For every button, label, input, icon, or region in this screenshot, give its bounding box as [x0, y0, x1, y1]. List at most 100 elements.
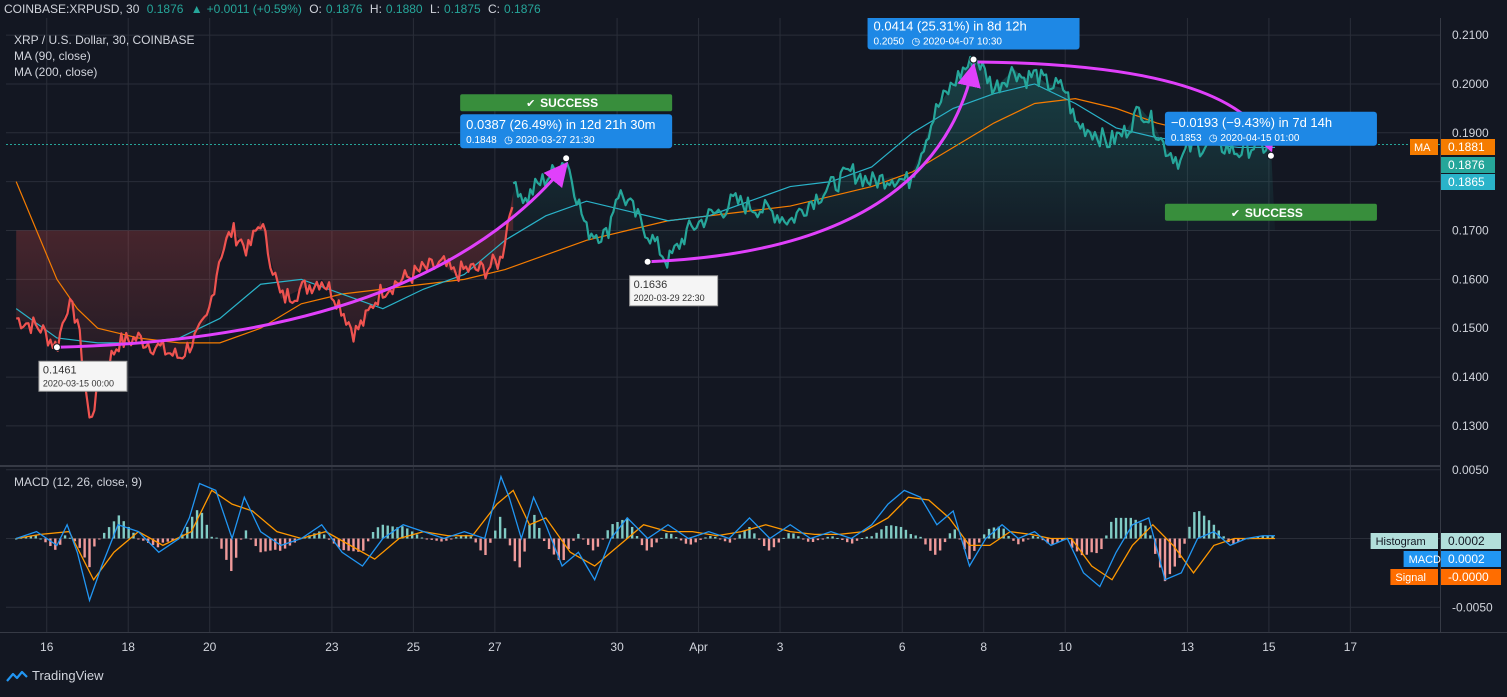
- measure-callout-price-2: 0.1853: [1171, 133, 1202, 144]
- macd-histogram-bar-157: [782, 537, 785, 539]
- measure-callout-time-0: ◷ 2020-03-27 21:30: [504, 135, 595, 146]
- macd-histogram-bar-149: [743, 530, 746, 539]
- macd-histogram-bar-194: [963, 538, 966, 550]
- macd-histogram-bar-107: [538, 527, 541, 539]
- macd-histogram-bar-95: [479, 538, 482, 551]
- macd-histogram-bar-137: [684, 538, 688, 544]
- macd-histogram-bar-49: [254, 538, 257, 547]
- macd-histogram-bar-62: [318, 531, 321, 539]
- price-axis-tick-1: 0.2000: [1452, 77, 1489, 91]
- macd-histogram-bar-4: [34, 535, 37, 539]
- macd-histogram-bar-184: [914, 535, 917, 539]
- macd-histogram-bar-128: [640, 538, 644, 546]
- trend-arrow-1: [647, 62, 981, 264]
- macd-histogram-bar-109: [547, 538, 551, 550]
- price-line-up: [512, 55, 1275, 269]
- macd-histogram-bar-12: [73, 538, 77, 542]
- measure-callout-0: [460, 114, 673, 149]
- high-value: 0.1880: [385, 2, 423, 16]
- macd-value-text-1: 0.0002: [1448, 552, 1485, 566]
- macd-histogram-bar-207: [1026, 538, 1030, 540]
- macd-histogram-bar-235: [1163, 538, 1167, 582]
- macd-histogram-bar-66: [337, 538, 341, 548]
- measure-callout-1: [867, 15, 1080, 50]
- price-tag-text-1: 0.1876: [1448, 158, 1485, 172]
- macd-histogram-bar-106: [533, 514, 536, 539]
- macd-histogram-bar-145: [723, 538, 727, 542]
- macd-histogram-bar-204: [1012, 538, 1015, 541]
- success-badge-text-2: SUCCESS: [1245, 206, 1303, 220]
- macd-histogram-bar-167: [831, 536, 834, 539]
- macd-histogram-bar-102: [513, 538, 517, 562]
- macd-histogram-bar-197: [978, 538, 981, 543]
- price-change: +0.0011 (+0.59%): [206, 2, 302, 16]
- macd-histogram-bar-227: [1124, 517, 1128, 539]
- point-marker-3: [969, 55, 978, 64]
- macd-histogram-bar-195: [968, 538, 971, 560]
- macd-histogram-bar-153: [762, 538, 766, 547]
- macd-histogram-bar-173: [860, 538, 864, 540]
- macd-histogram-bar-201: [997, 526, 1001, 539]
- macd-histogram-bar-36: [190, 516, 194, 539]
- legend-title[interactable]: XRP / U.S. Dollar, 30, COINBASE: [14, 33, 195, 47]
- macd-histogram-bar-126: [630, 526, 634, 539]
- macd-histogram-bar-214: [1061, 538, 1064, 541]
- macd-histogram-bar-103: [518, 538, 521, 568]
- macd-histogram-bar-61: [313, 533, 316, 539]
- macd-histogram-bar-82: [415, 534, 419, 539]
- macd-histogram-bar-3: [29, 536, 33, 539]
- macd-histogram-bar-67: [342, 538, 345, 551]
- time-axis-label-2: 20: [203, 640, 217, 654]
- legend-macd[interactable]: MACD (12, 26, close, 9): [14, 475, 143, 489]
- macd-histogram-bar-64: [327, 538, 331, 540]
- ma-tag-box: [1410, 139, 1438, 155]
- macd-histogram-bar-116: [582, 538, 585, 540]
- macd-histogram-bar-206: [1022, 538, 1025, 542]
- macd-histogram-bar-160: [797, 536, 800, 539]
- macd-histogram-bar-216: [1070, 538, 1074, 548]
- macd-histogram-bar-17: [98, 538, 101, 540]
- macd-axis-tick-2: -0.0050: [1452, 600, 1493, 614]
- legend-ma200[interactable]: MA (200, close): [14, 65, 98, 79]
- symbol-name[interactable]: COINBASE:XRPUSD, 30: [4, 2, 140, 16]
- macd-histogram-bar-35: [186, 526, 189, 539]
- macd-histogram-bar-48: [249, 538, 253, 540]
- legend-ma90[interactable]: MA (90, close): [14, 49, 91, 63]
- macd-histogram-bar-90: [454, 537, 458, 539]
- price-axis-tick-2: 0.1900: [1452, 126, 1489, 140]
- macd-histogram-bar-166: [826, 536, 829, 539]
- macd-histogram-bar-220: [1090, 538, 1093, 553]
- macd-histogram-bar-225: [1114, 517, 1118, 539]
- macd-histogram-bar-26: [142, 538, 145, 541]
- macd-histogram-bar-41: [215, 537, 218, 539]
- macd-histogram-bar-136: [679, 538, 683, 541]
- macd-histogram-bar-111: [557, 538, 561, 561]
- macd-histogram-bar-223: [1105, 535, 1108, 539]
- macd-histogram-bar-96: [484, 538, 487, 556]
- macd-histogram-bar-198: [982, 534, 986, 539]
- macd-histogram-bar-53: [274, 538, 277, 550]
- macd-histogram-bar-139: [694, 538, 697, 543]
- macd-histogram-bar-172: [855, 538, 859, 541]
- up-triangle-icon: ▲: [190, 2, 203, 16]
- high-label: H:: [369, 2, 382, 16]
- measure-callout-text-1: 0.0414 (25.31%) in 8d 12h: [874, 19, 1027, 34]
- macd-axis-tick-0: 0.0050: [1452, 463, 1489, 477]
- time-axis-label-10: 8: [980, 640, 987, 654]
- macd-histogram-bar-241: [1193, 512, 1196, 539]
- macd-histogram-bar-171: [850, 538, 854, 544]
- macd-histogram-bar-162: [806, 538, 810, 542]
- last-price: 0.1876: [146, 2, 184, 16]
- price-tag-text-2: 0.1865: [1448, 175, 1485, 189]
- time-axis-label-14: 17: [1344, 640, 1358, 654]
- macd-histogram-bar-159: [792, 533, 795, 539]
- tradingview-logo[interactable]: TradingView: [6, 668, 104, 683]
- macd-histogram-bar-158: [787, 533, 790, 539]
- macd-histogram-bar-73: [371, 531, 375, 539]
- macd-histogram-bar-115: [577, 533, 580, 539]
- price-axis-tick-5: 0.1600: [1452, 272, 1489, 286]
- close-label: C:: [488, 2, 501, 16]
- measure-callout-price-1: 0.2050: [874, 37, 905, 48]
- macd-histogram-bar-6: [44, 538, 47, 543]
